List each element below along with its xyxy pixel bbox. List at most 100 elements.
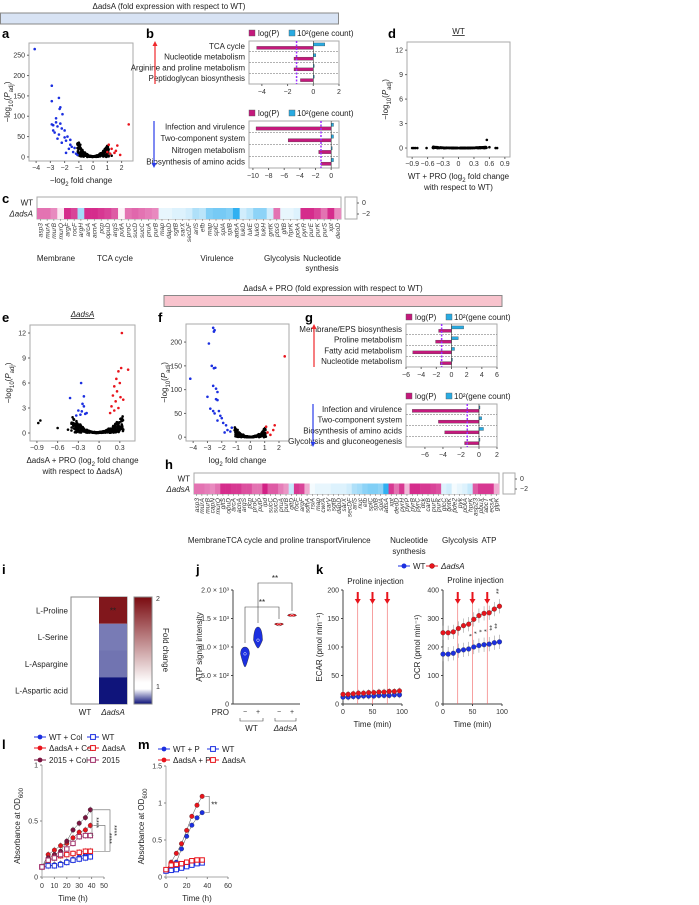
legend-swatch-count	[288, 29, 296, 37]
legend-marker	[90, 757, 96, 763]
gene-label: putA	[119, 222, 126, 237]
bar-logp	[287, 138, 332, 143]
point-up	[110, 147, 113, 151]
point-down	[211, 326, 215, 330]
gene-label: pruA	[278, 497, 285, 513]
gene-label: sarV	[325, 497, 332, 511]
data-point	[87, 848, 94, 854]
significance-label: ****	[110, 825, 117, 836]
gene-label: map	[206, 223, 213, 236]
heatmap-cell	[420, 483, 426, 494]
heatmap-cell	[257, 483, 263, 494]
data-point	[481, 610, 487, 616]
data-point	[455, 625, 461, 632]
x-tick-label: −0.9	[30, 445, 44, 452]
point-ns	[109, 427, 113, 431]
gene-label: splC	[367, 498, 374, 511]
legend-marker	[161, 746, 167, 752]
label-part: )	[4, 362, 13, 365]
heatmap-cell	[91, 208, 99, 219]
gene-group-label: ATP	[482, 536, 497, 545]
y-tick-label: 200	[427, 645, 439, 652]
point-down	[211, 409, 215, 413]
point-down	[57, 133, 61, 136]
heatmap-cell	[335, 483, 342, 494]
label-part: log	[81, 456, 92, 465]
category-label: Infection and virulence	[322, 405, 403, 414]
point-down	[206, 395, 209, 399]
heatmap-cell	[246, 483, 253, 494]
violin-median	[256, 638, 260, 642]
heatmap-cell	[194, 483, 200, 494]
y-tick-label: 12	[395, 48, 403, 55]
point-ns	[261, 434, 265, 438]
point-ns	[70, 426, 73, 429]
point-up	[115, 390, 119, 393]
gene-label: abcT	[483, 497, 490, 513]
point-down	[58, 107, 61, 111]
point-down	[79, 381, 83, 385]
data-point	[199, 793, 205, 799]
y-tick-label: 0	[435, 702, 439, 709]
point-down	[69, 138, 72, 142]
gene-label: dapD	[166, 223, 173, 239]
point-down	[69, 143, 72, 147]
y-tick-label: 0	[34, 875, 38, 882]
label-subscript: 10	[166, 380, 172, 387]
point-down	[82, 395, 86, 398]
x-axis-label: Time (min)	[354, 720, 392, 729]
arrow-down-head-icon	[310, 442, 316, 447]
heatmap-cell	[378, 483, 384, 494]
significance-label: **	[496, 588, 503, 594]
heatmap-cell	[236, 483, 242, 494]
point-down	[223, 431, 226, 434]
label-subscript: adj	[387, 82, 393, 90]
point-down	[60, 127, 64, 130]
data-point	[471, 616, 477, 622]
gene-label: murB	[51, 222, 58, 238]
gene-label: map	[315, 498, 322, 511]
point-ns	[239, 433, 243, 436]
heatmap-cell	[372, 483, 379, 494]
data-point	[476, 643, 482, 649]
legend-label: 2015 + Col	[49, 756, 88, 765]
data-point	[173, 861, 180, 868]
point-down	[51, 123, 55, 127]
label-part: log	[160, 388, 169, 399]
gene-label: gltS	[220, 497, 227, 509]
gene-label: pcp	[98, 223, 105, 235]
point-down	[219, 414, 222, 418]
y-tick-label: 1.5	[152, 764, 162, 771]
point-ns	[83, 151, 87, 154]
label-subscript: 2	[92, 462, 96, 468]
label-part: )	[160, 362, 169, 365]
data-point	[194, 802, 200, 808]
data-point	[183, 859, 190, 865]
bar-logp	[412, 409, 480, 413]
bar-logp	[300, 78, 314, 82]
plot-frame-a	[28, 42, 134, 162]
point-down	[64, 139, 68, 142]
data-point	[396, 688, 403, 694]
heatmap-cell	[50, 208, 58, 219]
banner-mid-title: ΔadsA + PRO (fold expression with respec…	[243, 284, 423, 293]
x-tick-label: −2	[218, 445, 226, 452]
heatmap-cell	[219, 208, 227, 219]
point-down	[77, 409, 80, 412]
legend-tick-label: 0	[520, 476, 524, 483]
gene-label: asp3	[38, 223, 45, 238]
label-subscript: 600	[19, 787, 25, 798]
arrow-down-head-icon	[151, 163, 157, 168]
gene-label: acnA	[92, 222, 99, 238]
plot-title: WT	[452, 27, 465, 36]
gene-label: pyrC	[415, 498, 422, 513]
point-up	[112, 385, 116, 388]
heatmap-cell	[357, 483, 363, 494]
panel-label-e: e	[2, 310, 9, 325]
point-ns	[248, 435, 251, 439]
gene-label: deoD	[394, 498, 401, 514]
y-tick-label: 150	[327, 616, 339, 623]
gene-label: putP	[257, 497, 264, 512]
gene-group-label: Virulence	[200, 254, 234, 263]
point-ns	[264, 428, 267, 432]
